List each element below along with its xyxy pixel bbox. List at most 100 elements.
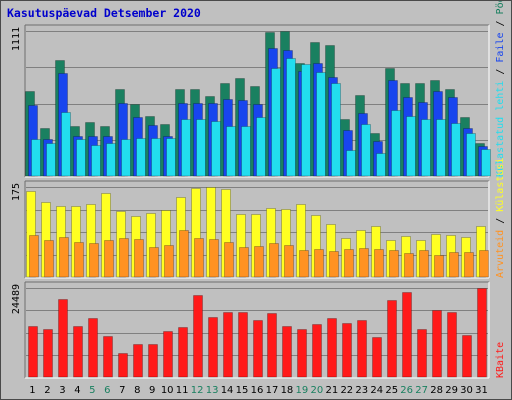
legend-entry: Arvuteid xyxy=(495,230,506,278)
x-tick-label: 19 xyxy=(296,385,309,396)
bar-hits-3-12 xyxy=(196,119,206,177)
bar-kbytes-1-12 xyxy=(193,295,203,378)
bar-kbytes-1-15 xyxy=(238,312,248,378)
bar-kbytes-1-20 xyxy=(312,324,322,378)
x-tick-label: 10 xyxy=(161,385,174,396)
bar-kbytes-1-27 xyxy=(417,329,427,378)
bar-hits-3-1 xyxy=(31,139,41,177)
bar-hits-3-2 xyxy=(46,143,56,177)
bar-hits-3-7 xyxy=(121,139,131,177)
bar-visits-2-25 xyxy=(389,250,399,278)
bar-hits-3-30 xyxy=(466,133,476,177)
bar-hits-3-25 xyxy=(391,110,401,177)
bar-hits-3-26 xyxy=(406,116,416,177)
panel-visits-legend: Arvuteid / Külastusi xyxy=(495,158,506,278)
bar-visits-2-22 xyxy=(344,249,354,278)
bar-kbytes-1-4 xyxy=(73,326,83,378)
panel-kbytes-max-label: 24489 xyxy=(11,284,22,314)
bar-kbytes-1-25 xyxy=(387,300,397,378)
bar-visits-2-31 xyxy=(479,250,489,278)
bar-hits-3-9 xyxy=(151,138,161,177)
x-tick-label: 20 xyxy=(311,385,324,396)
panel-kbytes: 24489 KBaite xyxy=(11,281,506,379)
legend-separator: / xyxy=(495,212,506,230)
bar-kbytes-1-2 xyxy=(43,329,53,378)
bar-kbytes-1-8 xyxy=(133,344,143,378)
x-tick-label: 21 xyxy=(325,385,338,396)
bar-visits-2-12 xyxy=(194,238,204,278)
bar-visits-2-13 xyxy=(209,239,219,278)
x-tick-label: 12 xyxy=(191,385,204,396)
bar-kbytes-1-16 xyxy=(253,320,263,378)
bar-kbytes-1-9 xyxy=(148,344,158,378)
bar-hits-3-8 xyxy=(136,138,146,177)
bar-hits-3-23 xyxy=(361,124,371,177)
bar-hits-3-15 xyxy=(241,126,251,177)
bar-hits-3-29 xyxy=(451,123,461,177)
x-tick-label: 3 xyxy=(59,385,65,396)
bar-kbytes-1-28 xyxy=(432,310,442,378)
legend-entry: Pöördumisi xyxy=(495,1,506,14)
bar-visits-2-2 xyxy=(44,240,54,278)
bar-kbytes-1-14 xyxy=(223,312,233,378)
legend-entry: Faile xyxy=(495,33,506,63)
bar-kbytes-1-1 xyxy=(28,326,38,378)
x-tick-label: 28 xyxy=(430,385,443,396)
bar-kbytes-1-18 xyxy=(282,326,292,378)
legend-entry: Külastatud lehti xyxy=(495,81,506,177)
bar-kbytes-1-3 xyxy=(58,299,68,378)
bar-visits-2-21 xyxy=(329,251,339,278)
bar-hits-3-19 xyxy=(301,64,311,177)
bar-hits-3-3 xyxy=(61,112,71,177)
bar-visits-2-16 xyxy=(254,246,264,278)
bar-visits-2-10 xyxy=(164,245,174,278)
chart-title: Kasutuspäevad Detsember 2020 xyxy=(7,6,201,20)
bar-visits-2-9 xyxy=(149,247,159,278)
bar-kbytes-1-29 xyxy=(447,312,457,378)
bar-hits-3-16 xyxy=(256,117,266,177)
bar-kbytes-1-11 xyxy=(178,327,188,378)
x-tick-label: 29 xyxy=(445,385,458,396)
panel-hits: 1111 Külastatud lehti / Faile / Pöördumis… xyxy=(11,1,506,178)
bar-visits-2-23 xyxy=(359,248,369,278)
bar-kbytes-1-17 xyxy=(267,313,277,378)
x-tick-label: 18 xyxy=(281,385,294,396)
x-tick-label: 8 xyxy=(134,385,140,396)
bar-hits-3-13 xyxy=(211,121,221,177)
x-tick-label: 13 xyxy=(206,385,219,396)
bar-hits-3-31 xyxy=(481,149,491,177)
x-tick-label: 2 xyxy=(44,385,50,396)
bar-hits-3-24 xyxy=(376,153,386,177)
panel-hits-legend: Külastatud lehti / Faile / Pöördumisi xyxy=(495,1,506,177)
bar-kbytes-1-24 xyxy=(372,337,382,378)
bar-visits-2-4 xyxy=(74,242,84,278)
bar-kbytes-1-10 xyxy=(163,331,173,378)
bar-hits-3-10 xyxy=(166,138,176,177)
legend-entry: KBaite xyxy=(495,342,506,378)
x-tick-label: 17 xyxy=(266,385,279,396)
x-tick-label: 31 xyxy=(475,385,488,396)
x-tick-label: 7 xyxy=(119,385,125,396)
bar-hits-3-17 xyxy=(271,68,281,177)
bar-kbytes-1-21 xyxy=(327,318,337,378)
x-tick-label: 4 xyxy=(74,385,80,396)
panel-visits: 175 Arvuteid / Külastusi xyxy=(11,158,506,279)
bar-visits-2-15 xyxy=(239,247,249,278)
bar-visits-2-28 xyxy=(434,255,444,278)
bar-visits-2-17 xyxy=(269,243,279,278)
legend-entry: Külastusi xyxy=(495,158,506,212)
bar-hits-3-5 xyxy=(91,145,101,177)
x-tick-label: 27 xyxy=(415,385,428,396)
bar-visits-2-27 xyxy=(419,250,429,278)
bar-visits-2-29 xyxy=(449,252,459,278)
bar-kbytes-1-7 xyxy=(118,353,128,378)
x-tick-label: 15 xyxy=(236,385,249,396)
x-tick-label: 25 xyxy=(385,385,398,396)
bar-kbytes-1-31 xyxy=(477,288,487,378)
bar-hits-3-14 xyxy=(226,126,236,177)
bar-visits-2-5 xyxy=(89,243,99,278)
bar-hits-3-27 xyxy=(421,119,431,177)
x-tick-label: 5 xyxy=(89,385,95,396)
x-tick-label: 16 xyxy=(251,385,264,396)
